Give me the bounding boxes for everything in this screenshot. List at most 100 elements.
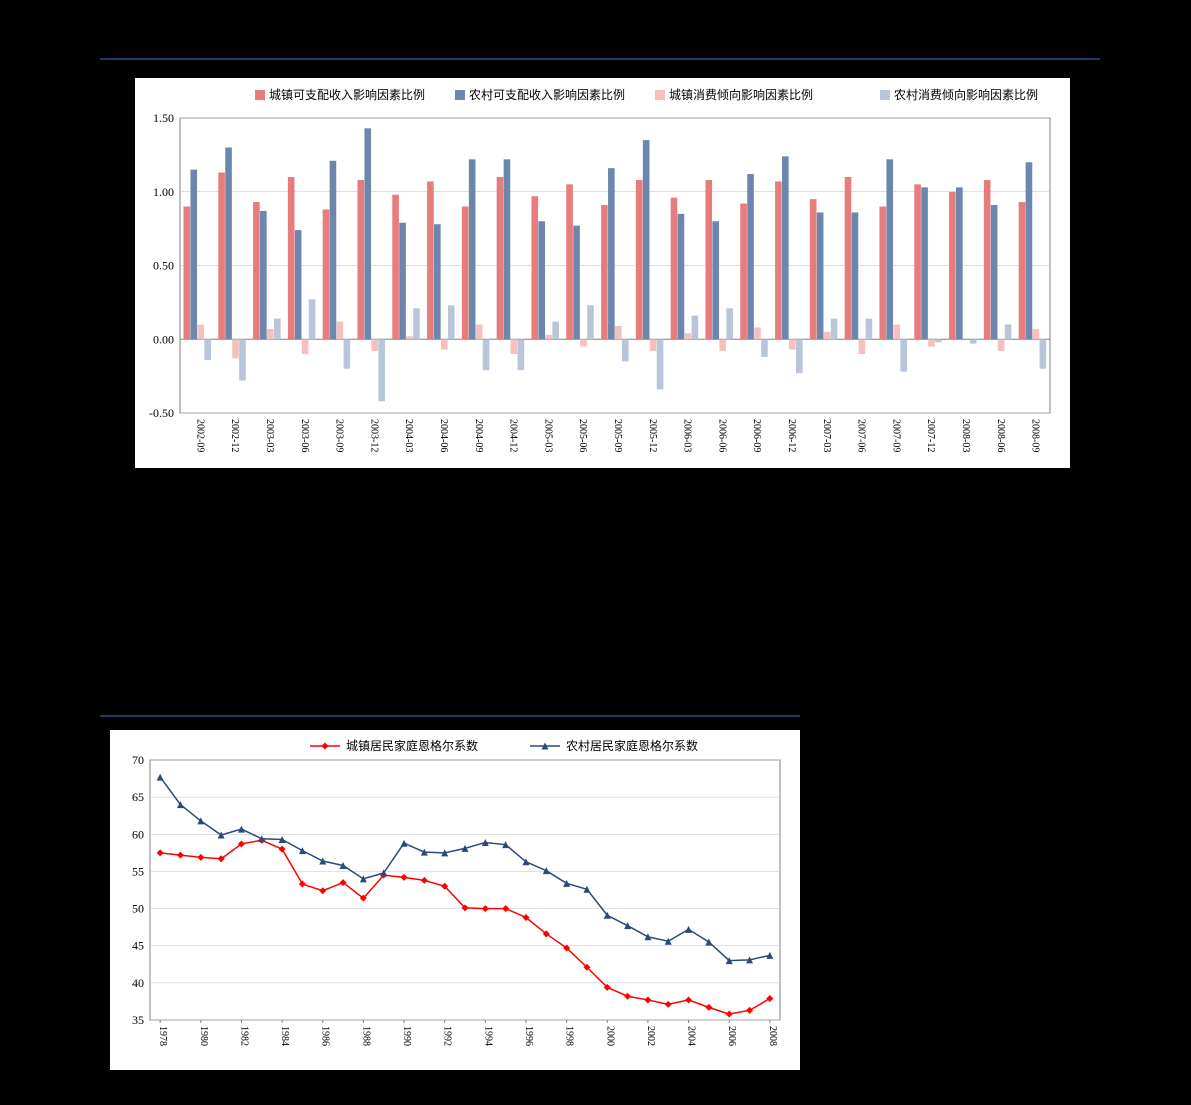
bar	[545, 335, 552, 339]
bar-chart: -0.500.000.501.001.502002-092002-122003-…	[135, 78, 1070, 468]
bar	[232, 339, 239, 358]
bar	[824, 332, 831, 339]
bar	[364, 128, 371, 339]
bar	[817, 212, 824, 339]
bar	[253, 202, 260, 339]
bar	[413, 308, 420, 339]
x-axis-label: 1984	[279, 1026, 290, 1046]
legend-swatch	[455, 90, 465, 100]
x-axis-label: 2003-12	[368, 419, 379, 452]
bar	[462, 207, 469, 340]
legend-swatch	[255, 90, 265, 100]
x-axis-label: 1998	[564, 1026, 575, 1046]
bar	[775, 181, 782, 339]
bar	[998, 339, 1005, 351]
bar	[1033, 329, 1040, 339]
bar	[747, 174, 754, 339]
bar	[504, 159, 511, 339]
bar	[1019, 202, 1026, 339]
bar	[608, 168, 615, 339]
svg-text:0.50: 0.50	[153, 259, 174, 273]
bar	[719, 339, 726, 351]
x-axis-label: 1994	[482, 1026, 493, 1046]
svg-text:65: 65	[132, 790, 144, 804]
bar	[260, 211, 267, 339]
bar	[288, 177, 295, 339]
bar	[448, 305, 455, 339]
bar	[810, 199, 817, 339]
legend-label: 农村可支配收入影响因素比例	[469, 87, 625, 102]
bar	[204, 339, 211, 360]
bar	[197, 325, 204, 340]
svg-text:40: 40	[132, 976, 144, 990]
bar	[636, 180, 643, 339]
x-axis-label: 1988	[360, 1026, 371, 1046]
bar	[392, 195, 399, 340]
svg-text:50: 50	[132, 902, 144, 916]
bar	[956, 187, 963, 339]
bar	[573, 226, 580, 340]
bar	[740, 204, 747, 340]
svg-text:60: 60	[132, 827, 144, 841]
x-axis-label: 2006-09	[751, 419, 762, 452]
bar	[1026, 162, 1033, 339]
x-axis-label: 2006-03	[682, 419, 693, 452]
x-axis-label: 2007-03	[821, 419, 832, 452]
bar	[949, 192, 956, 340]
svg-text:0.00: 0.00	[153, 332, 174, 346]
svg-text:1.00: 1.00	[153, 185, 174, 199]
x-axis-label: 2003-06	[299, 419, 310, 452]
legend-label: 城镇居民家庭恩格尔系数	[346, 738, 478, 753]
bar	[886, 159, 893, 339]
bar	[267, 329, 274, 339]
bar	[441, 339, 448, 349]
bar	[671, 198, 678, 340]
x-axis-label: 2004-06	[438, 419, 449, 452]
x-axis-label: 2004-12	[508, 419, 519, 452]
svg-text:55: 55	[132, 864, 144, 878]
chart1-rule	[100, 58, 1100, 60]
legend-swatch	[880, 90, 890, 100]
bar	[518, 339, 525, 370]
bar	[406, 336, 413, 339]
x-axis-label: 2005-09	[612, 419, 623, 452]
bar	[796, 339, 803, 373]
bar	[761, 339, 768, 357]
x-axis-label: 1990	[401, 1026, 412, 1046]
bar	[935, 339, 942, 342]
bar	[852, 212, 859, 339]
x-axis-label: 1996	[523, 1026, 534, 1046]
x-axis-label: 1978	[157, 1026, 168, 1046]
x-axis-label: 2006-12	[786, 419, 797, 452]
bar	[984, 180, 991, 339]
bar	[225, 148, 232, 340]
x-axis-label: 2004-03	[403, 419, 414, 452]
bar	[1005, 325, 1012, 340]
x-axis-label: 2006	[726, 1026, 737, 1046]
x-axis-label: 2008-06	[995, 419, 1006, 452]
bar	[190, 170, 197, 340]
bar	[657, 339, 664, 389]
bar	[879, 207, 886, 340]
bar	[615, 326, 622, 339]
x-axis-label: 2002	[645, 1026, 656, 1046]
bar	[469, 159, 476, 339]
bar	[218, 173, 225, 340]
bar	[991, 205, 998, 339]
legend-label: 城镇消费倾向影响因素比例	[669, 87, 813, 102]
bar	[476, 325, 483, 340]
x-axis-label: 2008-09	[1030, 419, 1041, 452]
bar	[859, 339, 866, 354]
bar	[511, 339, 518, 354]
svg-text:1.50: 1.50	[153, 111, 174, 125]
bar	[239, 339, 246, 380]
svg-text:70: 70	[132, 753, 144, 767]
bar	[643, 140, 650, 339]
bar	[587, 305, 594, 339]
x-axis-label: 2007-06	[856, 419, 867, 452]
x-axis-label: 2000	[604, 1026, 615, 1046]
bar	[831, 319, 838, 340]
bar	[601, 205, 608, 339]
legend-swatch	[655, 90, 665, 100]
x-axis-label: 1982	[238, 1026, 249, 1046]
